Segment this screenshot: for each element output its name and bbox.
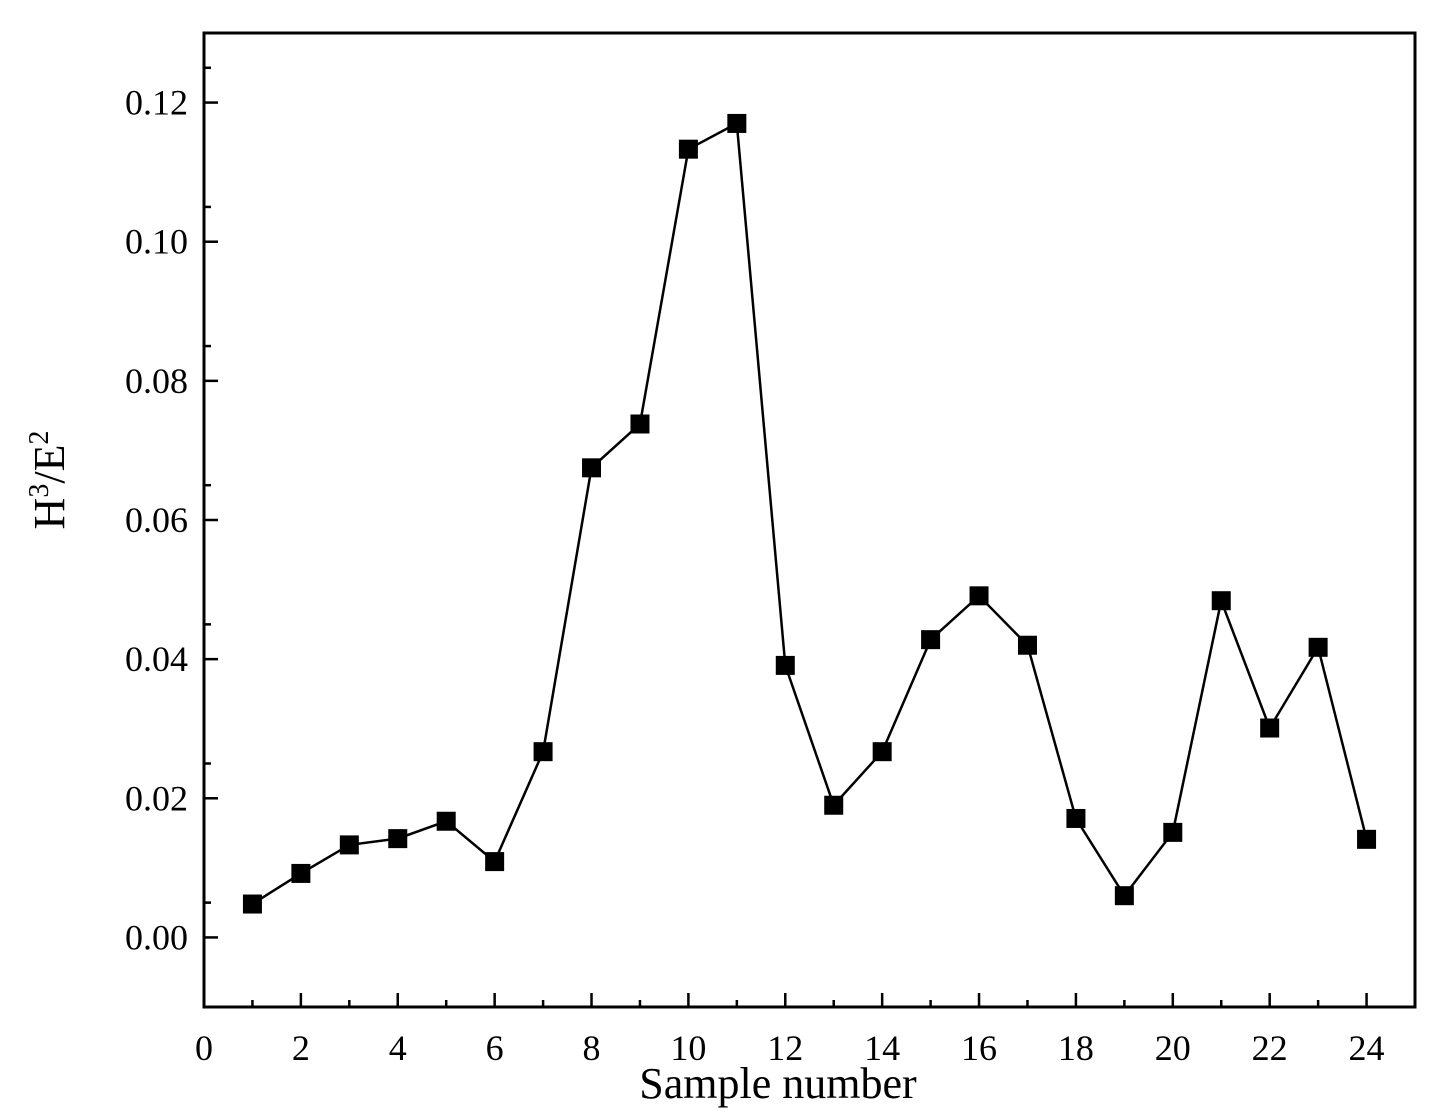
x-tick-label: 14 [864,1028,900,1068]
data-point-marker [533,742,553,762]
y-tick-label: 0.04 [125,639,188,679]
data-point-marker [630,414,650,434]
y-tick-label: 0.12 [125,83,188,123]
data-point-marker [291,863,311,883]
y-axis-title: H3/E2 [24,431,74,530]
y-axis-title-base: H [25,498,74,530]
data-point-marker [969,586,989,606]
data-point-marker [436,811,456,831]
data-point-marker [775,655,795,675]
data-markers [242,113,1377,914]
x-axis-ticks [202,993,1368,1007]
series-line [251,121,1368,906]
data-point-marker [1211,591,1231,611]
y-axis-tick-labels: 0.00 0.02 0.04 0.06 0.08 0.10 0.12 [125,83,188,958]
x-tick-label: 22 [1252,1028,1288,1068]
data-point-marker [1114,886,1134,906]
data-point-marker [582,458,602,478]
y-axis-title-sup2: 2 [24,431,55,445]
x-tick-label: 10 [670,1028,706,1068]
x-tick-label: 16 [961,1028,997,1068]
x-tick-label: 2 [292,1028,310,1068]
data-point-marker [921,630,941,650]
y-tick-label: 0.00 [125,917,188,957]
data-point-marker [824,795,844,815]
data-point-marker [678,139,698,159]
data-point-marker [242,894,262,914]
y-tick-label: 0.08 [125,361,188,401]
data-point-marker [1357,829,1377,849]
x-axis-title: Sample number [639,1059,917,1108]
y-axis-title-sup1: 3 [24,484,55,498]
x-tick-label: 0 [195,1028,213,1068]
y-axis-title-mid: /E [25,445,74,484]
x-tick-label: 24 [1349,1028,1385,1068]
data-point-marker [1066,808,1086,828]
data-point-marker [1017,635,1037,655]
data-point-marker [1163,822,1183,842]
x-tick-label: 4 [389,1028,407,1068]
y-axis-ticks [204,66,218,939]
y-tick-label: 0.02 [125,778,188,818]
data-point-marker [1308,637,1328,657]
x-tick-label: 20 [1155,1028,1191,1068]
x-axis-tick-labels: 0 2 4 6 8 10 12 14 16 18 20 22 24 [195,1028,1385,1068]
data-point-marker [727,113,747,133]
data-point-marker [388,829,408,849]
data-point-marker [339,835,359,855]
x-tick-label: 12 [767,1028,803,1068]
x-tick-label: 8 [583,1028,601,1068]
x-tick-label: 6 [486,1028,504,1068]
x-tick-label: 18 [1058,1028,1094,1068]
data-point-marker [1260,718,1280,738]
data-point-marker [872,742,892,762]
plot-frame [202,31,1417,1009]
y-tick-label: 0.06 [125,500,188,540]
y-tick-label: 0.10 [125,222,188,262]
data-point-marker [485,852,505,872]
